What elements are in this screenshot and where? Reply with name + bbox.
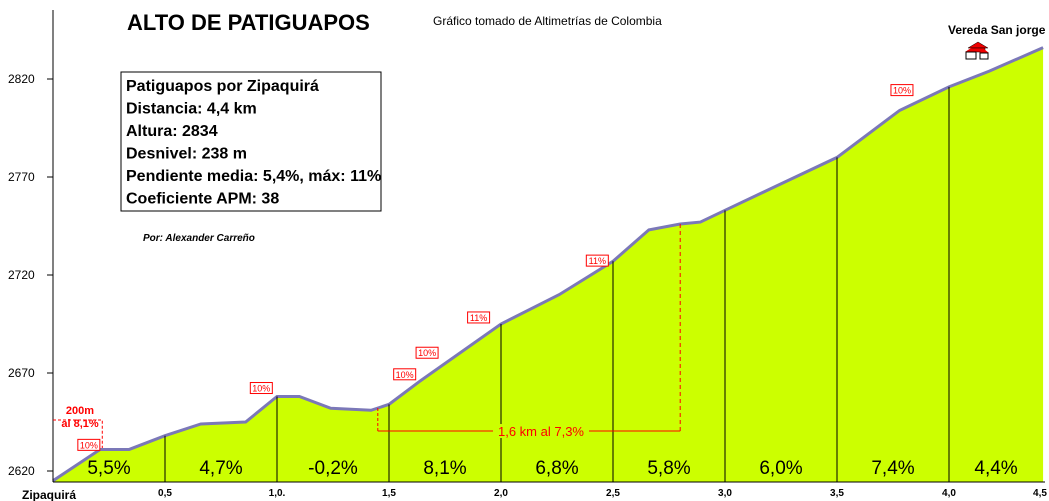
segment-grade-label: 5,8% xyxy=(647,458,690,479)
x-tick-label: 3,0 xyxy=(718,488,732,499)
badge-label: 10% xyxy=(396,370,414,380)
credit-text: Por: Alexander Carreño xyxy=(143,233,255,244)
badge-box xyxy=(467,311,491,324)
badge-label: 10% xyxy=(893,86,911,96)
annotation-label: al 8,1% xyxy=(61,418,99,430)
y-tick-label: 2670 xyxy=(8,366,35,380)
x-tick-label: 1,0. xyxy=(269,488,286,499)
y-tick-label: 2820 xyxy=(8,72,35,86)
badge-label: 10% xyxy=(252,384,270,394)
badge-box xyxy=(415,346,439,359)
x-tick-label: 0,5 xyxy=(158,488,172,499)
info-box: Patiguapos por Zipaquirá Distancia: 4,4 k… xyxy=(120,71,382,212)
info-line: Altura: 2834 xyxy=(126,123,218,140)
segment-grade-label: 4,7% xyxy=(199,458,242,479)
x-tick-label: 2,5 xyxy=(606,488,620,499)
badge-box xyxy=(393,368,417,381)
segment-grade-label: 4,4% xyxy=(974,458,1017,479)
badge-label: 10% xyxy=(80,440,98,450)
max-grade-badge: 11% xyxy=(467,311,491,324)
x-tick-label: 4,0 xyxy=(942,488,956,499)
max-grade-badge: 11% xyxy=(585,254,609,267)
max-grade-badge: 10% xyxy=(77,438,101,451)
segment-grade-label: 7,4% xyxy=(871,458,914,479)
segment-grade-label: -0,2% xyxy=(308,458,358,479)
max-grade-badge: 10% xyxy=(249,382,273,395)
y-tick-label: 2620 xyxy=(8,464,35,478)
info-line: Desnivel: 238 m xyxy=(126,146,247,163)
chart-title: ALTO DE PATIGUAPOS xyxy=(127,10,370,35)
chart-subtitle: Gráfico tomado de Altimetrías de Colombi… xyxy=(433,14,662,28)
info-line: Patiguapos por Zipaquirá xyxy=(126,78,319,95)
x-tick-label: 1,5 xyxy=(382,488,396,499)
y-tick-label: 2770 xyxy=(8,170,35,184)
annotation-label: 1,6 km al 7,3% xyxy=(498,424,584,439)
info-line: Pendiente media: 5,4%, máx: 11% xyxy=(126,168,381,185)
profile-area xyxy=(53,47,1044,482)
badge-box xyxy=(585,254,609,267)
badge-label: 11% xyxy=(589,256,606,266)
info-line: Coeficiente APM: 38 xyxy=(126,191,279,208)
house-icon xyxy=(965,41,989,60)
max-grade-badge: 10% xyxy=(393,368,417,381)
annotation-bracket xyxy=(53,419,103,448)
annotation-label: 200m xyxy=(66,405,94,417)
start-label: Zipaquirá xyxy=(22,488,76,501)
segment-grade-label: 6,8% xyxy=(535,458,578,479)
max-grade-badge: 10% xyxy=(415,346,439,359)
badge-label: 10% xyxy=(418,348,436,358)
segment-grade-label: 6,0% xyxy=(759,458,802,479)
x-tick-label: 4,5 xyxy=(1033,488,1047,499)
badge-box xyxy=(77,438,101,451)
segment-grade-label: 5,5% xyxy=(87,458,130,479)
info-line: Distancia: 4,4 km xyxy=(126,101,257,118)
y-tick-label: 2720 xyxy=(8,268,35,282)
badge-box xyxy=(890,84,914,97)
badge-box xyxy=(249,382,273,395)
badge-label: 11% xyxy=(470,313,487,323)
end-label: Vereda San jorge xyxy=(948,23,1046,37)
segment-grade-label: 8,1% xyxy=(423,458,466,479)
max-grade-badge: 10% xyxy=(890,84,914,97)
x-tick-label: 2,0 xyxy=(494,488,508,499)
annotation-label-bg xyxy=(493,424,589,438)
x-tick-label: 3,5 xyxy=(830,488,844,499)
